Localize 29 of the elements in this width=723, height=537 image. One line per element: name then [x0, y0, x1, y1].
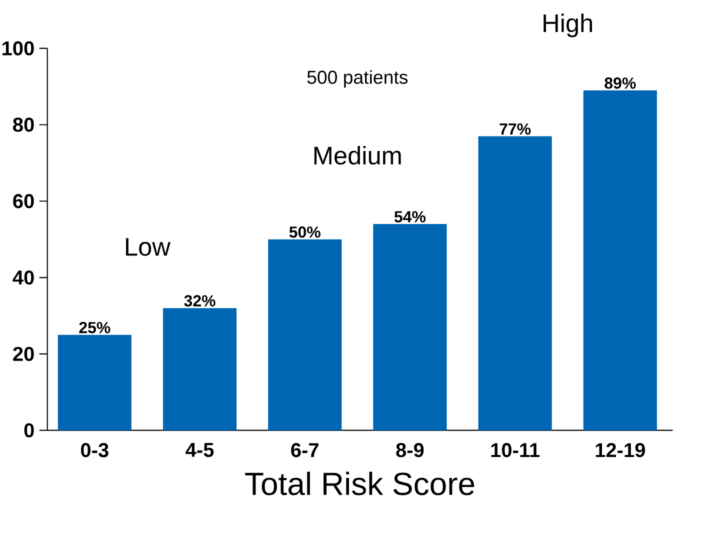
data-label: 89%	[604, 77, 636, 89]
x-tick-label: 6-7	[291, 443, 318, 458]
bar	[373, 224, 447, 430]
data-label: 32%	[184, 295, 216, 307]
y-tick-label: 40	[12, 270, 34, 285]
data-label: 77%	[500, 123, 531, 135]
x-tick-label: 12-19	[596, 443, 645, 458]
annotation: Medium	[314, 146, 401, 165]
y-tick-label: 20	[13, 346, 34, 362]
y-tick-label: 60	[13, 194, 34, 208]
bar	[583, 90, 657, 430]
annotation: 500 patients	[307, 70, 408, 88]
y-tick-label: 0	[24, 423, 34, 438]
x-axis-title: Total Risk Score	[245, 472, 474, 496]
annotation: Low	[126, 238, 171, 256]
y-tick-label: 80	[13, 118, 34, 132]
data-label: 54%	[394, 211, 426, 222]
x-tick-label: 10-11	[491, 443, 540, 458]
data-label: 50%	[289, 226, 320, 238]
x-tick-label: 4-5	[186, 443, 214, 457]
text: High	[544, 14, 592, 38]
data-label: 25%	[79, 322, 110, 334]
x-tick-label: 8-9	[396, 443, 424, 458]
bar	[268, 239, 342, 430]
bar	[58, 334, 132, 430]
x-tick-label: 0-3	[81, 443, 108, 458]
bar	[478, 136, 552, 430]
bar	[162, 308, 237, 430]
y-tick-label: 100	[2, 41, 34, 56]
